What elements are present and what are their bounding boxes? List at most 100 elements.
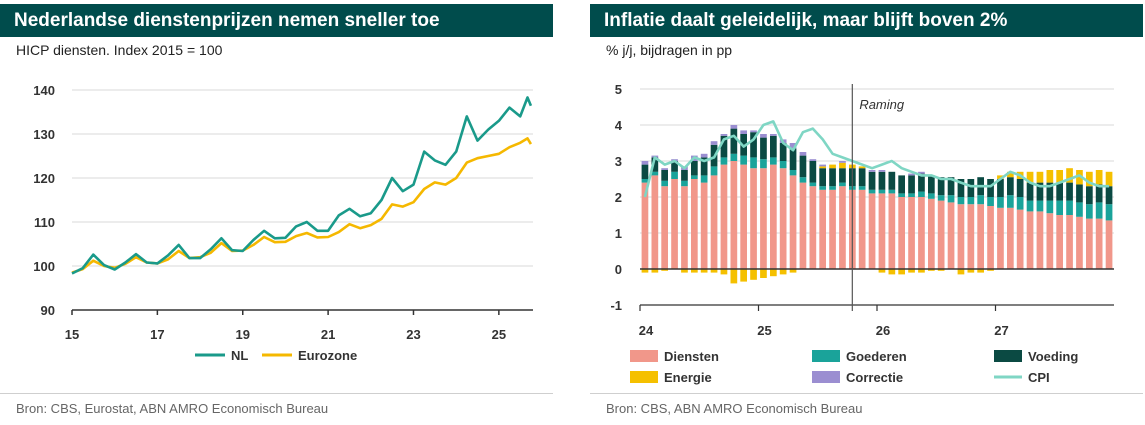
y-tick-label: 120 — [33, 171, 55, 186]
bar-segment-energie — [661, 269, 668, 271]
bar-segment-energie — [1007, 171, 1014, 178]
bar-segment-goederen — [1105, 204, 1113, 221]
bar-segment-diensten — [809, 186, 817, 269]
bar-segment-goederen — [661, 180, 668, 187]
bar-segment-energie — [720, 269, 728, 275]
bar-segment-diensten — [641, 182, 649, 269]
bar-segment-voeding — [819, 168, 826, 187]
bar-segment-voeding — [691, 161, 698, 176]
bar-segment-diensten — [987, 206, 994, 269]
separator-line — [0, 393, 553, 394]
bar-segment-goederen — [760, 159, 767, 169]
x-tick-label: 27 — [994, 323, 1008, 338]
bar-segment-energie — [1026, 171, 1034, 183]
bar-segment-goederen — [908, 193, 915, 197]
bar-segment-correctie — [740, 130, 747, 134]
bar-segment-voeding — [770, 135, 777, 158]
bar-segment-diensten — [967, 204, 975, 269]
bar-segment-diensten — [858, 189, 866, 269]
bar-segment-goederen — [730, 153, 738, 161]
bar-segment-diensten — [1086, 218, 1093, 269]
bar-segment-diensten — [908, 197, 915, 269]
bar-segment-voeding — [1046, 182, 1054, 201]
bar-segment-energie — [1066, 168, 1073, 183]
bar-segment-energie — [829, 164, 836, 169]
bar-segment-voeding — [858, 168, 866, 187]
bar-segment-correctie — [730, 125, 738, 129]
legend-label: Diensten — [664, 349, 719, 364]
legend-label: NL — [231, 348, 248, 363]
bar-segment-energie — [957, 269, 965, 275]
chart-subtitle: HICP diensten. Index 2015 = 100 — [16, 42, 223, 58]
bar-segment-diensten — [1007, 207, 1014, 269]
bar-segment-goederen — [1095, 202, 1103, 219]
bar-segment-voeding — [671, 161, 678, 172]
bar-segment-goederen — [839, 182, 846, 187]
bar-segment-diensten — [918, 197, 925, 269]
bar-segment-diensten — [760, 168, 767, 269]
bar-segment-goederen — [651, 171, 659, 176]
bar-segment-voeding — [1086, 186, 1093, 205]
bar-segment-correctie — [710, 141, 718, 145]
legend-swatch — [630, 350, 658, 362]
bar-segment-voeding — [898, 175, 905, 194]
bar-segment-diensten — [740, 164, 747, 269]
bar-segment-goederen — [967, 197, 975, 205]
bar-segment-diensten — [691, 179, 698, 269]
y-tick-label: 5 — [615, 82, 622, 97]
bar-segment-diensten — [1105, 220, 1113, 269]
bar-segment-diensten — [799, 182, 807, 269]
x-tick-label: 26 — [876, 323, 890, 338]
chart-title-bar: Nederlandse dienstenprijzen nemen snelle… — [0, 4, 553, 37]
legend-swatch — [994, 350, 1022, 362]
line-chart-panel: Nederlandse dienstenprijzen nemen snelle… — [0, 0, 553, 425]
bar-segment-voeding — [868, 171, 876, 190]
legend-label: CPI — [1028, 370, 1050, 385]
bar-segment-goederen — [868, 189, 876, 194]
bar-segment-diensten — [1056, 215, 1063, 269]
bar-segment-goederen — [1036, 200, 1044, 212]
bar-segment-voeding — [987, 179, 994, 197]
x-tick-label: 15 — [65, 327, 79, 342]
bar-segment-energie — [977, 269, 984, 273]
bar-segment-voeding — [839, 168, 846, 183]
chart-source: Bron: CBS, ABN AMRO Economisch Bureau — [606, 401, 863, 416]
bar-segment-voeding — [681, 170, 688, 181]
legend-swatch — [812, 371, 840, 383]
bar-segment-diensten — [1016, 209, 1024, 269]
bar-segment-diensten — [671, 179, 678, 269]
bar-segment-goederen — [997, 197, 1004, 208]
bar-segment-diensten — [710, 175, 718, 269]
bar-segment-voeding — [809, 161, 817, 183]
bar-segment-energie — [918, 269, 925, 273]
bar-segment-goederen — [750, 157, 757, 169]
bar-segment-energie — [1105, 171, 1113, 187]
bar-segment-diensten — [928, 198, 935, 269]
bar-segment-voeding — [967, 179, 975, 197]
bar-segment-diensten — [779, 168, 787, 269]
y-tick-label: 0 — [615, 262, 622, 277]
bar-chart-panel: Inflatie daalt geleidelijk, maar blijft … — [590, 0, 1143, 425]
bar-segment-voeding — [760, 137, 767, 160]
bar-segment-voeding — [1056, 182, 1063, 201]
x-tick-label: 25 — [492, 327, 506, 342]
bar-segment-diensten — [661, 186, 668, 269]
bar-segment-energie — [770, 269, 777, 277]
bar-segment-voeding — [700, 157, 708, 176]
bar-segment-diensten — [898, 197, 905, 269]
bar-segment-diensten — [1026, 211, 1034, 269]
bar-segment-goederen — [1026, 200, 1034, 212]
bar-segment-diensten — [977, 204, 984, 269]
bar-segment-diensten — [1066, 215, 1073, 269]
bar-segment-diensten — [700, 182, 708, 269]
bar-segment-goederen — [691, 175, 698, 179]
bar-segment-correctie — [720, 134, 728, 136]
bar-segment-diensten — [770, 164, 777, 269]
bar-segment-goederen — [770, 157, 777, 165]
bar-segment-voeding — [829, 168, 836, 187]
bar-segment-voeding — [730, 128, 738, 154]
bar-segment-voeding — [928, 175, 935, 194]
bar-segment-diensten — [720, 164, 728, 269]
bar-segment-correctie — [908, 173, 915, 176]
y-tick-label: 4 — [615, 118, 623, 133]
